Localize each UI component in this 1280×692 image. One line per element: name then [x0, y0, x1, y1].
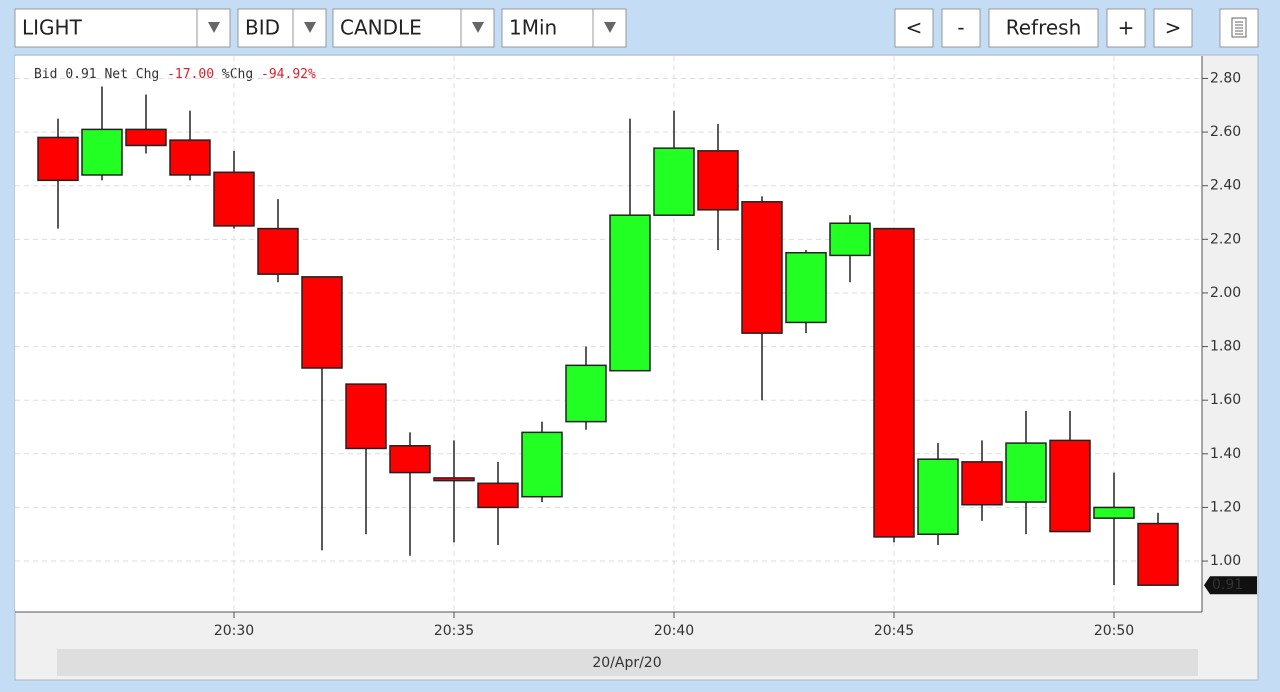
candle-body [873, 227, 915, 538]
y-tick-label: 2.00 [1210, 285, 1241, 301]
candle-body [433, 477, 475, 482]
x-tick-label: 20:40 [654, 623, 694, 639]
candle-body [521, 431, 563, 498]
last-price-badge [1204, 576, 1257, 595]
button-label[interactable]: < [906, 16, 923, 40]
candle-body [345, 383, 387, 450]
candle-body [609, 214, 651, 372]
y-tick-label: 1.20 [1210, 499, 1241, 515]
info-line: Bid 0.91 Net Chg -17.00 %Chg -94.92% [34, 67, 316, 82]
button[interactable] [988, 8, 1099, 48]
button[interactable] [941, 8, 981, 48]
info-label: Bid [34, 67, 57, 82]
x-tick-label: 20:30 [214, 623, 254, 639]
y-tick-label: 1.40 [1210, 446, 1241, 462]
info-value: -17.00 [167, 67, 214, 82]
x-axis-label: 20/Apr/20 [592, 655, 661, 671]
info-value: -94.92% [261, 67, 316, 82]
dropdown-arrow [472, 22, 484, 33]
candle-body [565, 364, 607, 423]
menu-icon-lines [1235, 21, 1243, 35]
candle-body [81, 128, 123, 176]
candle-body [125, 128, 167, 147]
candle-body [785, 251, 827, 324]
candle-body [389, 445, 431, 474]
button-label[interactable]: + [1118, 16, 1135, 40]
candle-body [741, 201, 783, 334]
dropdown[interactable] [501, 8, 627, 48]
candle-body [37, 136, 79, 182]
button-label[interactable]: > [1165, 16, 1182, 40]
dropdown-arrow [208, 22, 220, 33]
candle-body [257, 227, 299, 275]
info-label: %Chg [222, 67, 253, 82]
x-tick-label: 20:35 [434, 623, 474, 639]
y-tick-label: 1.80 [1210, 339, 1241, 355]
y-tick-label: 2.20 [1210, 231, 1241, 247]
button[interactable] [1153, 8, 1193, 48]
x-tick-label: 20:50 [1094, 623, 1134, 639]
last-price-label: 0.91 [1212, 577, 1243, 593]
dropdown-label[interactable]: BID [245, 16, 280, 40]
dropdown-label[interactable]: LIGHT [22, 16, 83, 40]
candle-body [917, 458, 959, 535]
candle-body [1005, 442, 1047, 503]
date-bar [57, 649, 1198, 676]
button[interactable] [1106, 8, 1146, 48]
dropdown-label[interactable]: 1Min [509, 16, 557, 40]
x-tick-label: 20:45 [874, 623, 914, 639]
candle-body [961, 461, 1003, 506]
info-value: 0.91 [65, 67, 96, 82]
candle-body [1093, 506, 1135, 519]
y-tick-label: 2.60 [1210, 124, 1241, 140]
candle-body [1049, 439, 1091, 533]
y-tick-label: 2.80 [1210, 70, 1241, 86]
y-tick-label: 1.00 [1210, 553, 1241, 569]
y-tick-label: 1.60 [1210, 392, 1241, 408]
plot-area [15, 56, 1202, 612]
candle-body [301, 276, 343, 369]
menu-button[interactable] [1219, 8, 1259, 48]
y-tick-label: 2.40 [1210, 178, 1241, 194]
dropdown-arrow [304, 22, 316, 33]
menu-icon [1231, 17, 1247, 38]
button-label[interactable]: - [957, 16, 964, 40]
candle-body [653, 147, 695, 216]
candle-body [697, 150, 739, 211]
candle-body [829, 222, 871, 257]
dropdown-label[interactable]: CANDLE [340, 16, 422, 40]
info-label: Net Chg [104, 67, 159, 82]
dropdown[interactable] [332, 8, 495, 48]
candle-body [169, 139, 211, 176]
dropdown[interactable] [14, 8, 231, 48]
dropdown-arrow [604, 22, 616, 33]
button[interactable] [894, 8, 934, 48]
candle-body [213, 171, 255, 227]
candle-body [477, 482, 519, 509]
button-label[interactable]: Refresh [1006, 16, 1082, 40]
candle-body [1137, 522, 1179, 586]
